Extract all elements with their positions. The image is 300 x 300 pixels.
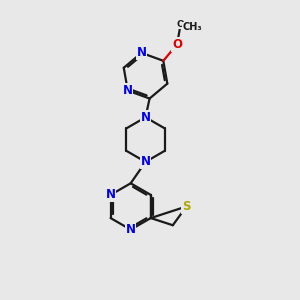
Text: N: N <box>136 46 146 59</box>
Text: N: N <box>126 223 136 236</box>
Text: O: O <box>176 20 184 29</box>
Text: N: N <box>140 155 151 168</box>
Text: N: N <box>123 84 133 97</box>
Text: CH₃: CH₃ <box>182 22 202 32</box>
Text: N: N <box>106 188 116 201</box>
Text: O: O <box>172 38 182 51</box>
Text: N: N <box>140 111 151 124</box>
Text: S: S <box>182 200 191 213</box>
